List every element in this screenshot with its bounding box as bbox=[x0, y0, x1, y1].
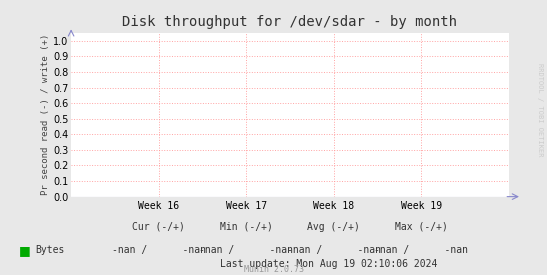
Text: Cur (-/+): Cur (-/+) bbox=[132, 222, 185, 232]
Text: ■: ■ bbox=[19, 244, 31, 257]
Text: Bytes: Bytes bbox=[36, 245, 65, 255]
Text: -nan /      -nan: -nan / -nan bbox=[374, 245, 468, 255]
Text: Min (-/+): Min (-/+) bbox=[220, 222, 272, 232]
Title: Disk throughput for /dev/sdar - by month: Disk throughput for /dev/sdar - by month bbox=[123, 15, 457, 29]
Text: -nan /      -nan: -nan / -nan bbox=[112, 245, 206, 255]
Text: Avg (-/+): Avg (-/+) bbox=[307, 222, 360, 232]
Y-axis label: Pr second read (-) / write (+): Pr second read (-) / write (+) bbox=[41, 34, 50, 196]
Text: RRDTOOL / TOBI OETIKER: RRDTOOL / TOBI OETIKER bbox=[537, 63, 543, 157]
Text: -nan /      -nan: -nan / -nan bbox=[287, 245, 381, 255]
Text: Munin 2.0.73: Munin 2.0.73 bbox=[243, 265, 304, 274]
Text: -nan /      -nan: -nan / -nan bbox=[199, 245, 293, 255]
Text: Last update: Mon Aug 19 02:10:06 2024: Last update: Mon Aug 19 02:10:06 2024 bbox=[219, 259, 437, 269]
Text: Max (-/+): Max (-/+) bbox=[395, 222, 447, 232]
